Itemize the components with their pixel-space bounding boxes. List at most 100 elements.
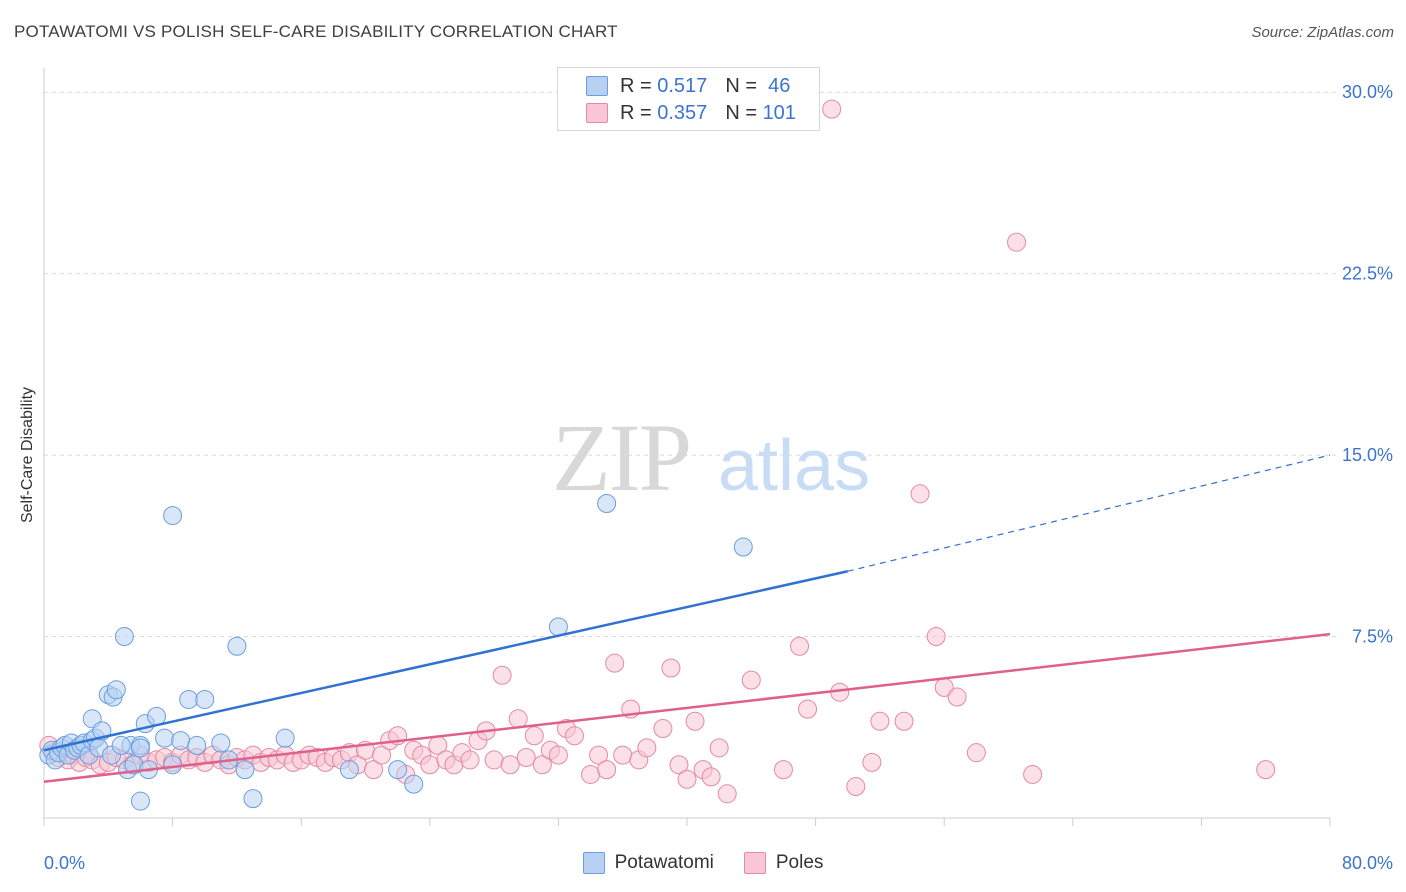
x-tick-label: 80.0%	[1342, 853, 1393, 873]
poles-point	[420, 755, 440, 775]
y-tick-label: 7.5%	[1352, 627, 1393, 647]
poles-point	[773, 760, 793, 780]
poles-point	[605, 653, 625, 673]
legend-row-poles: R = 0.357 N = 101	[586, 101, 796, 125]
poles-point	[589, 745, 609, 765]
legend-n-value: 101	[762, 101, 796, 124]
potawatomi-point	[130, 738, 150, 758]
potawatomi-point	[163, 506, 183, 526]
legend-label-potawatomi: Potawatomi	[614, 852, 714, 873]
legend-r-value: 0.517	[657, 74, 708, 97]
source-label: Source: ZipAtlas.com	[1251, 24, 1394, 41]
poles-point	[894, 711, 914, 731]
potawatomi-point	[130, 791, 150, 811]
poles-point	[564, 726, 584, 746]
poles-point	[926, 627, 946, 647]
poles-point	[1007, 232, 1027, 252]
poles-point	[947, 687, 967, 707]
potawatomi-point	[597, 493, 617, 513]
potawatomi-point	[171, 731, 191, 751]
poles-point	[790, 636, 810, 656]
legend-swatch-pink	[586, 103, 608, 123]
potawatomi-point	[227, 636, 247, 656]
potawatomi-point	[733, 537, 753, 557]
legend-n-label: N =	[725, 101, 757, 124]
poles-point	[581, 764, 601, 784]
legend-label-poles: Poles	[775, 852, 824, 873]
potawatomi-point	[179, 689, 199, 709]
poles-point	[862, 752, 882, 772]
poles-point	[653, 718, 673, 738]
axes	[43, 68, 1331, 826]
poles-point	[484, 750, 504, 770]
poles-point	[709, 738, 729, 758]
poles-point	[500, 755, 520, 775]
poles-point	[508, 709, 528, 729]
legend-r-value: 0.357	[657, 101, 708, 124]
poles-point	[798, 699, 818, 719]
x-tick-label: 0.0%	[44, 853, 85, 873]
legend-item-potawatomi[interactable]: Potawatomi	[582, 852, 714, 874]
series-legend: Potawatomi Poles	[0, 852, 1406, 874]
poles-point	[613, 745, 633, 765]
poles-point	[1023, 764, 1043, 784]
potawatomi-point	[114, 627, 134, 647]
watermark-zip: ZIP	[552, 404, 690, 511]
poles-point	[372, 745, 392, 765]
potawatomi-point	[243, 789, 263, 809]
stats-legend: R = 0.517 N = 46 R = 0.357 N = 101	[557, 67, 820, 131]
poles-point	[870, 711, 890, 731]
potawatomi-trend-extension	[847, 454, 1331, 572]
poles-point	[966, 743, 986, 763]
potawatomi-point	[187, 735, 207, 755]
legend-swatch-blue	[582, 852, 605, 874]
potawatomi-points	[39, 493, 753, 811]
potawatomi-point	[195, 689, 215, 709]
legend-swatch-pink	[743, 852, 766, 874]
potawatomi-point	[339, 760, 359, 780]
potawatomi-point	[106, 680, 126, 700]
legend-n-value: 46	[768, 74, 791, 97]
watermark-atlas: atlas	[718, 426, 870, 506]
y-tick-label: 30.0%	[1342, 82, 1393, 102]
poles-point	[637, 738, 657, 758]
poles-point	[846, 777, 866, 797]
y-tick-label: 15.0%	[1342, 445, 1393, 465]
poles-trend-line	[43, 632, 1331, 783]
legend-item-poles[interactable]: Poles	[743, 852, 824, 874]
potawatomi-trend-line	[43, 570, 849, 752]
poles-point	[741, 670, 761, 690]
potawatomi-point	[235, 760, 255, 780]
poles-point	[524, 726, 544, 746]
poles-point	[822, 99, 842, 119]
potawatomi-point	[163, 755, 183, 775]
chart-title: POTAWATOMI VS POLISH SELF-CARE DISABILIT…	[14, 22, 618, 41]
legend-swatch-blue	[586, 76, 608, 96]
grid-lines	[44, 91, 1336, 638]
potawatomi-point	[388, 760, 408, 780]
poles-point	[548, 745, 568, 765]
poles-point	[492, 665, 512, 685]
poles-point	[910, 484, 930, 504]
poles-point	[677, 769, 697, 789]
poles-point	[661, 658, 681, 678]
poles-point	[685, 711, 705, 731]
poles-point	[669, 755, 689, 775]
poles-point	[460, 750, 480, 770]
potawatomi-point	[111, 735, 131, 755]
potawatomi-point	[275, 728, 295, 748]
legend-r-label: R =	[620, 101, 652, 124]
poles-point	[717, 784, 737, 804]
legend-n-label: N =	[725, 74, 757, 97]
poles-point	[1256, 760, 1276, 780]
poles-point	[597, 760, 617, 780]
legend-row-potawatomi: R = 0.517 N = 46	[586, 74, 790, 98]
legend-r-label: R =	[620, 74, 652, 97]
poles-point	[516, 748, 536, 768]
tick-labels: 7.5% 15.0% 22.5% 30.0% 0.0% 80.0%	[44, 82, 1393, 873]
y-tick-label: 22.5%	[1342, 264, 1393, 284]
potawatomi-point	[155, 728, 175, 748]
potawatomi-point	[211, 733, 231, 753]
poles-point	[532, 755, 552, 775]
